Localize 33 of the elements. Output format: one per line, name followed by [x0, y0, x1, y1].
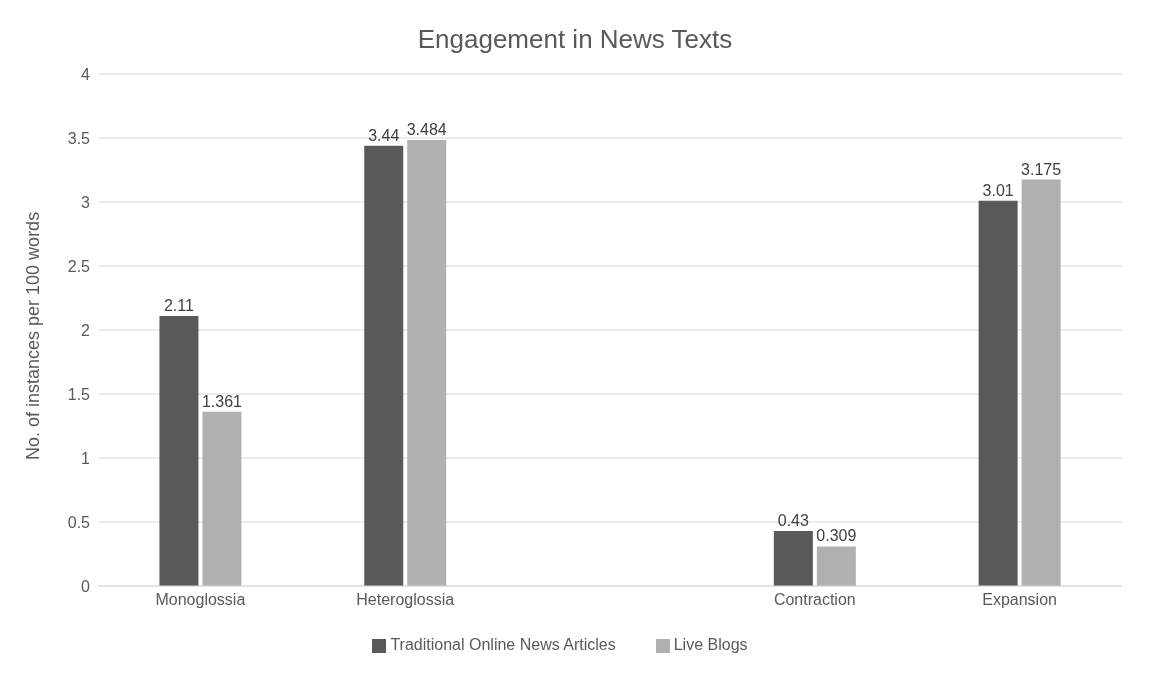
- data-label: 3.44: [368, 126, 400, 144]
- x-tick-label: Expansion: [982, 591, 1057, 609]
- x-tick-label: Contraction: [773, 591, 856, 609]
- chart-title: Engagement in News Texts: [416, 23, 734, 56]
- y-tick-label: 4: [81, 65, 91, 83]
- data-label: 0.43: [777, 511, 810, 529]
- bar: [978, 200, 1018, 586]
- y-tick-label: 0: [81, 577, 91, 595]
- y-axis-title: No. of instances per 100 words: [23, 211, 44, 460]
- y-tick-label: 0.5: [67, 513, 91, 531]
- y-tick-label: 2.5: [67, 257, 91, 275]
- data-label: 1.361: [201, 392, 243, 410]
- bar: [364, 145, 404, 586]
- bar: [816, 546, 856, 586]
- y-tick-label: 1.5: [67, 385, 91, 403]
- y-tick-label: 1: [81, 449, 91, 467]
- bar: [407, 140, 447, 586]
- data-label: 3.01: [982, 181, 1014, 199]
- data-label: 0.309: [816, 527, 857, 545]
- x-tick-label: Heteroglossia: [356, 591, 455, 609]
- legend-label: Live Blogs: [673, 636, 748, 653]
- bar: [1021, 179, 1061, 586]
- bar: [773, 530, 813, 586]
- bar: [159, 315, 199, 586]
- bar: [202, 411, 242, 586]
- y-tick-label: 3: [81, 193, 91, 211]
- x-tick-label: Monoglossia: [155, 591, 246, 609]
- data-label: 3.175: [1021, 160, 1062, 178]
- y-tick-label: 3.5: [67, 129, 91, 147]
- legend-label: Traditional Online News Articles: [390, 636, 616, 653]
- data-label: 2.11: [163, 296, 195, 314]
- data-label: 3.484: [406, 121, 447, 139]
- y-tick-label: 2: [81, 321, 91, 339]
